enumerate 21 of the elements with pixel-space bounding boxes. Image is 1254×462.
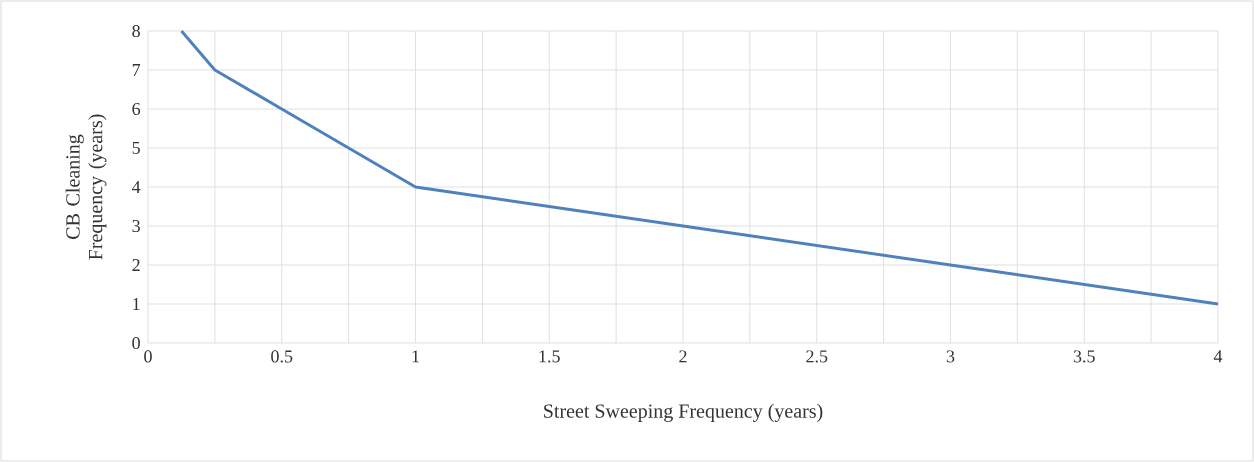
x-tick-label: 3 — [946, 350, 955, 363]
x-tick-label: 4 — [1213, 350, 1223, 363]
x-tick-label: 2 — [679, 350, 687, 363]
x-tick-label: 1.5 — [539, 350, 560, 363]
y-tick-label: 8 — [132, 24, 140, 38]
x-tick-label: 0 — [144, 350, 152, 363]
y-tick-label: 2 — [132, 259, 140, 271]
x-tick-label: 2.5 — [806, 350, 828, 363]
y-tick-label: 5 — [132, 142, 140, 154]
x-tick-label: 1 — [412, 350, 419, 363]
y-tick-label: 1 — [133, 298, 140, 310]
y-tick-label: 0 — [132, 336, 140, 350]
y-tick-label: 3 — [132, 219, 140, 233]
line-series — [179, 29, 1220, 306]
x-axis-title: Street Sweeping Frequency (years) — [544, 403, 823, 422]
y-axis-title: CB Cleaning Frequency (years) — [65, 114, 107, 260]
x-tick-label: 0.5 — [271, 350, 293, 363]
y-tick-label: 7 — [132, 64, 141, 76]
x-tick-label: 3.5 — [1073, 350, 1095, 363]
y-tick-label: 6 — [132, 102, 141, 116]
y-tick-label: 4 — [131, 181, 141, 193]
